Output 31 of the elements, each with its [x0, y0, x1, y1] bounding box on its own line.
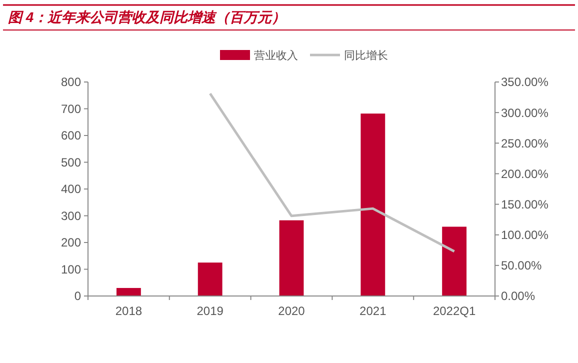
line-series	[208, 92, 456, 253]
bar	[116, 288, 141, 296]
chart-title: 图 4：近年来公司营收及同比增速（百万元）	[8, 9, 286, 25]
y-tick-label: 200	[60, 236, 82, 250]
bar	[198, 262, 222, 296]
y-tick-label: 600	[60, 128, 82, 143]
x-tick-label: 2019	[196, 304, 224, 318]
legend-label: 营业收入	[254, 48, 298, 62]
y-tick-label: 800	[60, 75, 82, 90]
y2-tick-label: 150.00%	[501, 197, 549, 212]
y-tick-label: 400	[60, 182, 82, 196]
y2-tick-label: 50.00%	[501, 258, 542, 273]
bar	[279, 220, 304, 296]
x-tick-label: 2021	[360, 304, 387, 318]
x-tick-label: 2018	[115, 304, 142, 318]
y-tick-label: 700	[60, 102, 82, 116]
bar	[360, 114, 386, 296]
y-tick-label: 0	[74, 289, 82, 304]
y2-tick-label: 350.00%	[501, 75, 549, 90]
y2-tick-label: 200.00%	[501, 166, 549, 181]
y-tick-label: 300	[60, 208, 82, 223]
x-tick-label: 2022Q1	[432, 304, 476, 318]
y2-tick-label: 250.00%	[501, 136, 549, 150]
y-tick-label: 500	[60, 155, 82, 170]
x-tick-label: 2020	[278, 304, 306, 318]
y2-tick-label: 0.00%	[501, 289, 536, 304]
y2-tick-label: 100.00%	[501, 228, 549, 242]
y-tick-label: 100	[60, 262, 82, 276]
legend-label: 同比增长	[344, 48, 388, 62]
y2-tick-label: 300.00%	[501, 106, 549, 120]
bar	[442, 226, 467, 296]
